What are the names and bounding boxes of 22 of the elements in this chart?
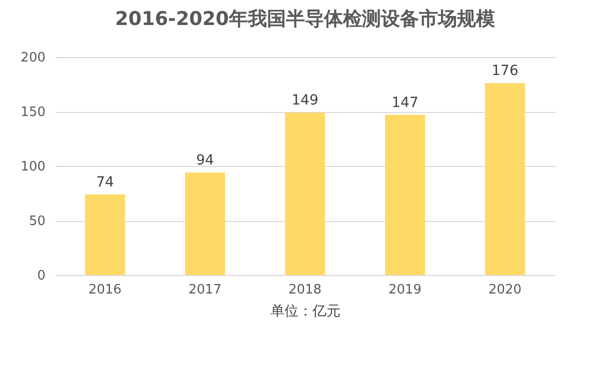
y-tick-label: 0 [37,268,46,284]
chart-title: 2016-2020年我国半导体检测设备市场规模 [115,8,495,30]
bar [385,114,425,275]
x-tick-label: 2020 [488,282,522,298]
x-tick-label: 2016 [88,282,122,298]
y-tick-label: 50 [28,214,46,229]
data-label: 74 [96,174,114,190]
y-tick-label: 200 [20,50,46,66]
data-label: 94 [196,152,214,169]
data-label: 147 [392,94,418,111]
x-tick-label: 2017 [188,282,222,298]
x-tick-label: 2019 [388,282,422,298]
bar [85,194,125,275]
data-label: 149 [292,92,318,109]
bar [285,112,325,275]
x-tick-label: 2018 [288,282,322,298]
data-label: 176 [492,63,518,80]
y-tick-label: 100 [20,160,46,174]
y-tick-label: 150 [20,105,46,120]
x-axis-title: 单位：亿元 [270,304,340,320]
bar [185,172,225,275]
bar [485,83,525,275]
